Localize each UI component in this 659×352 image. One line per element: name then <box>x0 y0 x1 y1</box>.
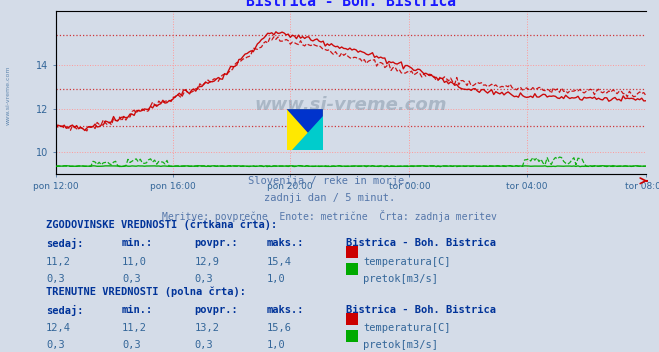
Text: temperatura[C]: temperatura[C] <box>363 257 451 266</box>
Text: 15,4: 15,4 <box>267 257 292 266</box>
Text: 0,3: 0,3 <box>194 340 213 350</box>
Text: 12,9: 12,9 <box>194 257 219 266</box>
Polygon shape <box>292 117 323 150</box>
Text: 0,3: 0,3 <box>194 274 213 283</box>
Text: Bistrica - Boh. Bistrica: Bistrica - Boh. Bistrica <box>346 305 496 315</box>
Polygon shape <box>287 109 323 150</box>
Text: Bistrica - Boh. Bistrica: Bistrica - Boh. Bistrica <box>346 238 496 248</box>
Text: www.si-vreme.com: www.si-vreme.com <box>5 65 11 125</box>
Text: TRENUTNE VREDNOSTI (polna črta):: TRENUTNE VREDNOSTI (polna črta): <box>46 287 246 297</box>
Text: temperatura[C]: temperatura[C] <box>363 323 451 333</box>
Text: 0,3: 0,3 <box>46 340 65 350</box>
Text: ZGODOVINSKE VREDNOSTI (črtkana črta):: ZGODOVINSKE VREDNOSTI (črtkana črta): <box>46 220 277 231</box>
Text: zadnji dan / 5 minut.: zadnji dan / 5 minut. <box>264 193 395 203</box>
Text: 11,2: 11,2 <box>122 323 147 333</box>
Text: 13,2: 13,2 <box>194 323 219 333</box>
Polygon shape <box>287 109 323 150</box>
Text: sedaj:: sedaj: <box>46 238 84 249</box>
Text: Slovenija / reke in morje.: Slovenija / reke in morje. <box>248 176 411 186</box>
Text: 1,0: 1,0 <box>267 274 285 283</box>
Text: 12,4: 12,4 <box>46 323 71 333</box>
Text: sedaj:: sedaj: <box>46 305 84 316</box>
Text: 11,0: 11,0 <box>122 257 147 266</box>
Text: pretok[m3/s]: pretok[m3/s] <box>363 340 438 350</box>
Text: 1,0: 1,0 <box>267 340 285 350</box>
Text: 15,6: 15,6 <box>267 323 292 333</box>
Text: min.:: min.: <box>122 305 153 315</box>
Text: povpr.:: povpr.: <box>194 238 238 248</box>
Text: maks.:: maks.: <box>267 238 304 248</box>
Text: min.:: min.: <box>122 238 153 248</box>
Text: 11,2: 11,2 <box>46 257 71 266</box>
Text: maks.:: maks.: <box>267 305 304 315</box>
Text: 0,3: 0,3 <box>122 340 140 350</box>
Text: pretok[m3/s]: pretok[m3/s] <box>363 274 438 283</box>
Text: www.si-vreme.com: www.si-vreme.com <box>254 96 447 114</box>
Text: 0,3: 0,3 <box>122 274 140 283</box>
Text: Meritve: povprečne  Enote: metrične  Črta: zadnja meritev: Meritve: povprečne Enote: metrične Črta:… <box>162 210 497 222</box>
Title: Bistrica - Boh. Bistrica: Bistrica - Boh. Bistrica <box>246 0 456 10</box>
Text: 0,3: 0,3 <box>46 274 65 283</box>
Text: povpr.:: povpr.: <box>194 305 238 315</box>
